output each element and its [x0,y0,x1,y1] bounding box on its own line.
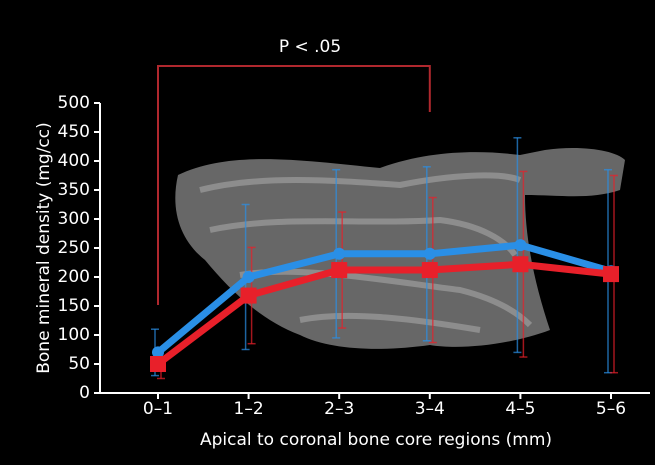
x-tick-label: 3–4 [415,399,445,419]
y-tick-label: 150 [58,296,90,316]
marker [424,248,436,260]
marker [243,271,255,283]
x-tick-label: 0–1 [143,399,173,419]
y-tick-label: 0 [79,383,90,403]
marker [150,356,166,372]
y-tick-label: 400 [58,151,90,171]
y-tick-label: 200 [58,267,90,287]
y-tick-label: 500 [58,93,90,113]
marker [241,288,257,304]
y-tick-label: 300 [58,209,90,229]
marker [603,266,619,282]
x-tick-label: 4–5 [505,399,535,419]
x-tick-label: 1–2 [234,399,264,419]
marker [331,262,347,278]
x-tick-label: 5–6 [596,399,626,419]
y-tick-label: 100 [58,325,90,345]
marker [422,262,438,278]
y-axis-label: Bone mineral density (mg/cc) [34,122,54,374]
x-tick-label: 2–3 [324,399,354,419]
chart: P < .05 Apical to coronal bone core regi… [0,0,664,472]
x-axis-label: Apical to coronal bone core regions (mm) [200,430,552,450]
y-tick-label: 350 [58,180,90,200]
annotation: P < .05 [279,37,341,57]
marker [512,256,528,272]
y-tick-label: 450 [58,122,90,142]
marker [514,239,526,251]
y-tick-label: 50 [68,354,90,374]
marker [333,248,345,260]
y-tick-label: 250 [58,238,90,258]
